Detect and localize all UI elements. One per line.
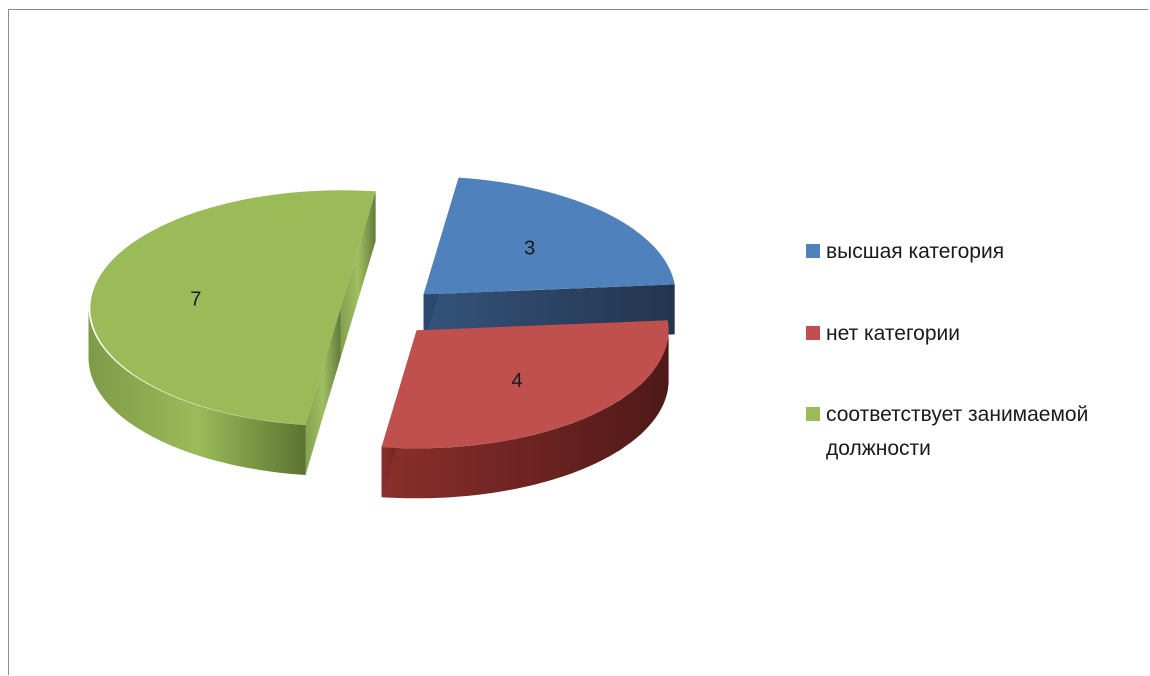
legend-label-0: высшая категория — [826, 240, 1004, 263]
legend-label-2-line-1: соответствует занимаемой — [826, 403, 1088, 426]
pie-data-label-1: 4 — [512, 370, 523, 392]
pie-slice-0 — [423, 177, 675, 295]
pie-wall-2-0 — [305, 308, 341, 476]
pie-wall-2-1 — [340, 191, 376, 359]
legend: высшая категория нет категории соответст… — [806, 240, 1088, 460]
pie-labels: 3 4 7 — [190, 237, 535, 392]
pie-side-1 — [381, 332, 669, 499]
legend-swatch-2 — [806, 407, 820, 421]
pie-tops — [90, 177, 675, 449]
legend-swatch-0 — [806, 244, 820, 258]
pie-slice-1 — [381, 320, 669, 449]
legend-label-2-line-2: должности — [826, 437, 931, 460]
pie-data-label-0: 3 — [524, 237, 535, 259]
legend-label-1: нет категории — [826, 322, 960, 345]
pie-side-2 — [88, 308, 306, 475]
legend-swatch-1 — [806, 326, 820, 340]
pie-slice-2 — [90, 190, 376, 425]
pie-data-label-2: 7 — [190, 289, 201, 311]
